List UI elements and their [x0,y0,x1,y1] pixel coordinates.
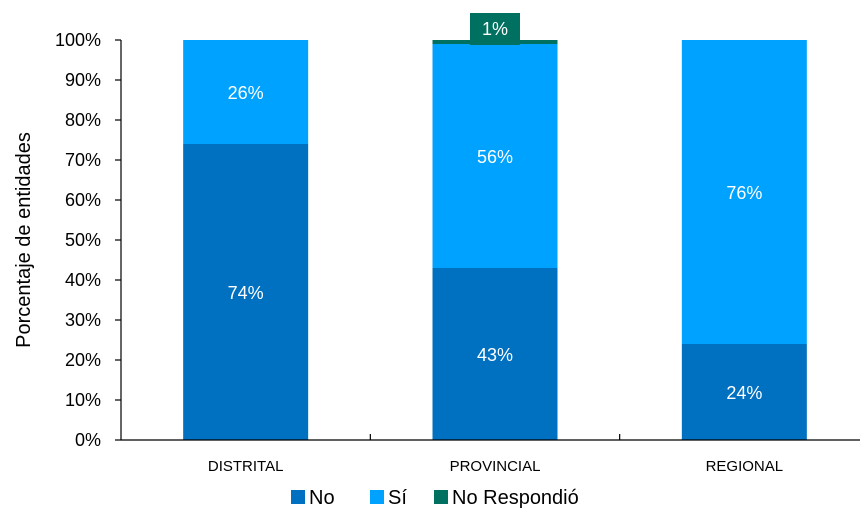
bar-provincial-sí [432,44,558,268]
y-tick-label: 0% [75,430,101,450]
legend-label: No [309,487,335,509]
legend-swatch [291,490,305,504]
data-label-box [470,13,520,45]
data-label: 76% [726,183,762,203]
data-label: 24% [726,383,762,403]
y-ticks-group: 0% 10% 20% 30% 40% 50% 60% 70% 80% 90% 100% [55,30,121,450]
x-ticks-group: DISTRITAL PROVINCIAL REGIONAL [208,434,783,475]
bar-provincial-no [432,268,558,440]
y-tick-label: 90% [65,70,101,90]
legend-label: No Respondió [452,487,579,509]
y-tick-label: 100% [55,30,101,50]
bar-regional-no [681,344,807,440]
y-tick-label: 50% [65,230,101,250]
x-tick-label: DISTRITAL [208,458,284,475]
bar-distrital-sí [183,40,309,144]
bar-regional-sí [681,40,807,344]
data-label: 74% [228,283,264,303]
y-tick-label: 10% [65,390,101,410]
legend-swatch [370,490,384,504]
bar-labels-group: 74% 26% 43% 56% 1% 24% 76% [228,13,762,403]
y-tick-label: 30% [65,310,101,330]
bars-group [183,40,807,440]
legend: No Sí No Respondió [291,487,579,509]
data-label: 1% [482,19,508,39]
bar-distrital-no [183,144,309,440]
data-label: 26% [228,83,264,103]
y-tick-label: 40% [65,270,101,290]
y-tick-label: 20% [65,350,101,370]
y-axis-title: Porcentaje de entidades [13,132,35,348]
y-tick-label: 70% [65,150,101,170]
data-label: 43% [477,345,513,365]
data-label: 56% [477,147,513,167]
x-tick-label: PROVINCIAL [450,458,541,475]
legend-swatch [434,490,448,504]
y-tick-label: 80% [65,110,101,130]
legend-label: Sí [388,487,407,509]
y-tick-label: 60% [65,190,101,210]
x-tick-label: REGIONAL [706,458,784,475]
